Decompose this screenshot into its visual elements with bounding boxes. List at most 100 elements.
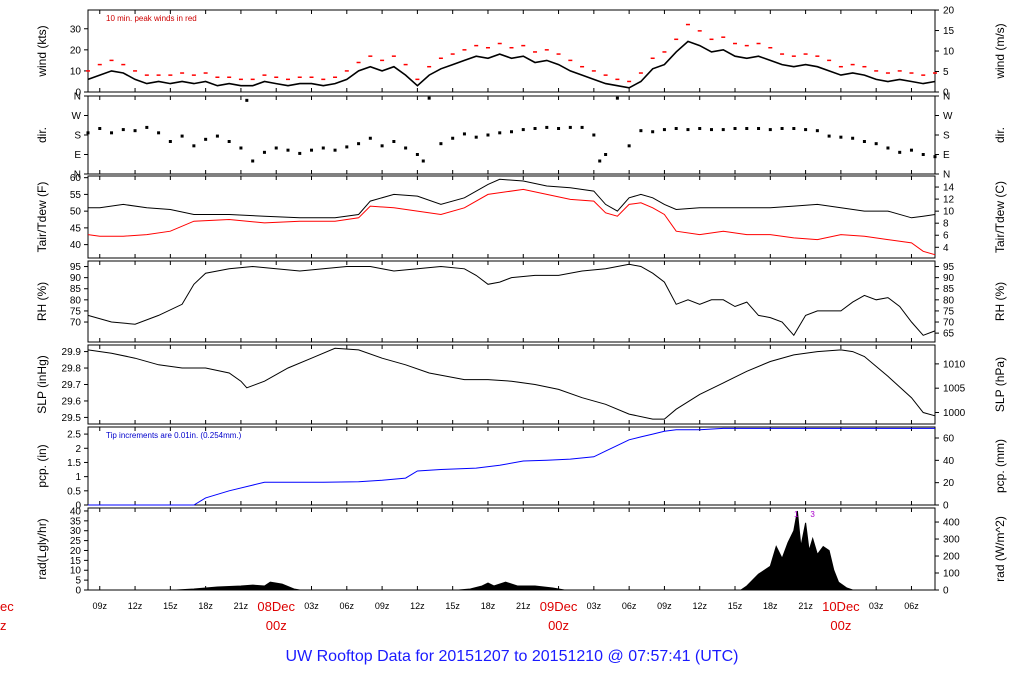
chart-title: UW Rooftop Data for 20151207 to 20151210… — [285, 648, 739, 665]
data-point — [192, 144, 196, 148]
data-point — [245, 98, 249, 102]
data-point — [227, 140, 231, 143]
data-point — [215, 134, 219, 138]
data-point — [933, 155, 937, 159]
y-tick-label: 200 — [943, 552, 960, 563]
data-point — [98, 127, 102, 130]
y-axis-label-left: SLP (inHg) — [35, 355, 49, 413]
data-point — [898, 150, 902, 154]
data-point — [439, 142, 443, 146]
y-tick-label: 29.8 — [62, 364, 82, 375]
data-point — [580, 125, 584, 129]
y-tick-label: 29.5 — [62, 413, 82, 424]
data-point — [627, 144, 631, 148]
data-point — [768, 128, 772, 132]
data-point — [310, 148, 314, 152]
y-tick-label: 10 — [943, 47, 955, 58]
panel-frame — [87, 9, 936, 93]
y-tick-label: S — [74, 131, 81, 142]
data-point — [121, 128, 125, 132]
y-tick-label: 60 — [943, 433, 955, 444]
data-point — [721, 128, 725, 132]
data-point — [521, 128, 525, 132]
data-point — [298, 151, 302, 155]
y-tick-label: 30 — [70, 526, 82, 537]
panel-dir — [84, 95, 939, 175]
y-tick-label: 15 — [70, 556, 82, 567]
data-point — [392, 140, 396, 143]
data-point — [604, 153, 608, 156]
data-point — [357, 142, 361, 146]
rad-marker: 3 — [810, 510, 815, 519]
x-tick-label: 21z — [798, 601, 813, 611]
y-tick-label: 70 — [943, 318, 955, 329]
data-point — [827, 134, 831, 138]
data-point — [462, 132, 466, 136]
y-axis-label-left: RH (%) — [35, 282, 49, 321]
y-tick-label: 75 — [943, 306, 955, 317]
series-line-rh — [87, 263, 936, 337]
y-tick-label: 20 — [70, 45, 82, 56]
x-tick-label: 15z — [728, 601, 743, 611]
panel-wind — [84, 9, 939, 93]
y-tick-label: 20 — [943, 478, 955, 489]
y-tick-label: 85 — [943, 284, 955, 295]
y-tick-label: 40 — [70, 506, 82, 517]
y-tick-label: 0.5 — [67, 486, 81, 497]
data-point — [557, 127, 561, 130]
data-point — [545, 125, 549, 129]
x-tick-label: 12z — [410, 601, 425, 611]
y-tick-label: 5 — [943, 67, 949, 78]
x-tick-label: 06z — [622, 601, 637, 611]
data-point — [510, 130, 513, 134]
y-tick-label: 95 — [70, 262, 82, 273]
y-tick-label: W — [943, 111, 953, 122]
panel-frame — [87, 95, 936, 175]
data-point — [909, 148, 913, 152]
y-tick-label: 6 — [943, 231, 949, 242]
data-point — [592, 133, 596, 137]
series-line-slp — [87, 347, 936, 420]
y-axis-label-right: wind (m/s) — [993, 23, 1007, 79]
y-tick-label: 0 — [943, 88, 949, 99]
x-tick-label: 12z — [692, 601, 707, 611]
x-tick-label: 03z — [304, 601, 319, 611]
y-tick-label: 25 — [70, 536, 82, 547]
data-point — [262, 150, 266, 154]
x-tick-label: 21z — [234, 601, 249, 611]
y-tick-label: 0 — [75, 501, 81, 512]
panel-frame — [87, 344, 936, 425]
data-point — [133, 129, 137, 133]
panel-frame — [87, 175, 936, 259]
y-tick-label: 40 — [70, 240, 82, 251]
x-tick-label: 03z — [587, 601, 602, 611]
data-point — [804, 128, 808, 132]
x-tick-label: 09z — [375, 601, 390, 611]
data-point — [486, 133, 490, 137]
series-line-pcp — [88, 427, 935, 506]
y-tick-label: 10 — [943, 207, 955, 218]
y-axis-label-right: Tair/Tdew (C) — [993, 181, 1007, 253]
y-tick-label: 80 — [943, 295, 955, 306]
y-tick-label: 4 — [943, 243, 949, 254]
data-point — [86, 131, 90, 135]
data-point — [180, 134, 184, 138]
data-point — [345, 145, 349, 149]
data-point — [498, 131, 502, 135]
data-point — [239, 146, 243, 150]
y-tick-label: 65 — [943, 329, 955, 340]
y-tick-label: 60 — [70, 173, 82, 184]
x-date-label-cut: ec — [0, 599, 14, 614]
x-tick-label: 21z — [516, 601, 531, 611]
x-tick-label: 06z — [904, 601, 919, 611]
data-point — [251, 159, 255, 163]
rad-marker: 1 — [794, 510, 799, 519]
data-point — [839, 135, 843, 139]
y-tick-label: 20 — [70, 546, 82, 557]
y-tick-label: S — [943, 131, 950, 142]
x-date-hour-cut: z — [0, 618, 7, 633]
data-point — [274, 146, 278, 150]
data-point — [886, 146, 890, 150]
y-tick-label: N — [943, 170, 950, 181]
